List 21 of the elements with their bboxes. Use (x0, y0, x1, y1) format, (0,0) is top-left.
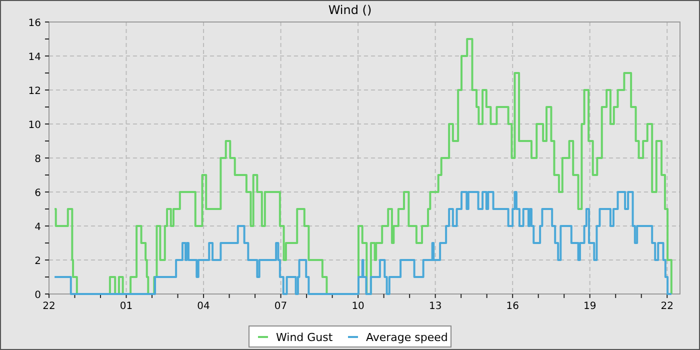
x-tick-label: 04 (197, 301, 210, 312)
x-tick-label: 10 (352, 301, 364, 312)
y-tick-label: 10 (28, 120, 41, 131)
y-tick-label: 4 (34, 222, 41, 233)
x-tick-label: 07 (274, 301, 288, 312)
x-tick-label: 13 (428, 301, 442, 312)
y-tick-label: 8 (34, 154, 41, 165)
y-tick-label: 2 (34, 256, 41, 267)
x-tick-label: 22 (660, 301, 674, 312)
y-tick-label: 14 (28, 52, 41, 63)
x-tick-label: 19 (583, 301, 596, 312)
y-tick-label: 6 (34, 188, 41, 199)
y-tick-label: 16 (28, 18, 41, 29)
x-tick-label: 16 (506, 301, 519, 312)
chart-title: Wind () (328, 3, 372, 17)
x-tick-label: 01 (120, 301, 133, 312)
legend-label: Average speed (366, 331, 448, 344)
x-tick-label: 22 (42, 301, 56, 312)
legend-label: Wind Gust (276, 331, 334, 344)
y-tick-label: 0 (34, 290, 41, 301)
y-tick-label: 12 (28, 86, 41, 97)
